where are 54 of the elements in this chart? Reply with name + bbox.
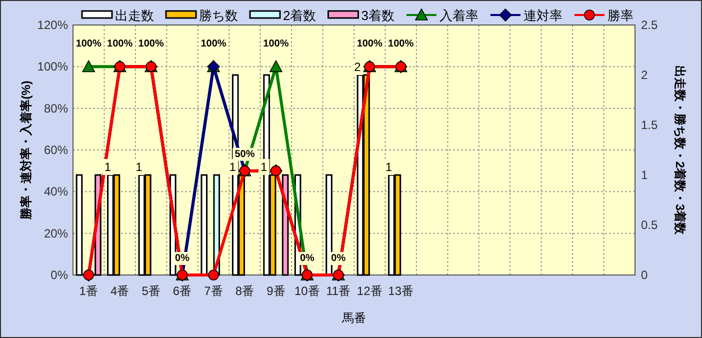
data-label: 1: [260, 160, 268, 174]
x-tick-label: 1番: [79, 284, 98, 298]
y-tick-label: 120%: [37, 18, 68, 32]
y-tick-label: 20%: [44, 226, 68, 240]
data-label: 100%: [76, 38, 102, 50]
x-tick-label: 4番: [110, 284, 130, 298]
x-tick-label: 6番: [172, 284, 192, 298]
y-tick-label: 40%: [44, 184, 68, 199]
y-axis-title: 勝率・連対率・入着率(%): [19, 80, 33, 220]
point: [270, 60, 282, 72]
data-label: 100%: [263, 38, 289, 50]
y2-tick-label: 1: [641, 168, 648, 182]
data-label: 50%: [234, 148, 255, 160]
y2-tick-label: 2: [641, 68, 648, 82]
x-tick-label: 12番: [356, 284, 382, 298]
x-axis-title: 馬番: [341, 311, 366, 325]
x-tick-label: 9番: [266, 284, 286, 298]
y2-tick-label: 1.5: [641, 118, 658, 132]
legend-label: 2着数: [283, 8, 316, 23]
data-label: 100%: [138, 38, 164, 50]
x-tick-label: 5番: [142, 284, 160, 298]
y2-axis-title: 出走数・勝ち数・2着数・3着数: [673, 65, 687, 236]
data-label: 1: [229, 160, 236, 174]
x-tick-label: 7番: [204, 284, 223, 298]
y-tick-label: 100%: [37, 60, 68, 74]
y-tick-label: 60%: [44, 143, 68, 157]
y2-tick-label: 0: [641, 268, 648, 282]
legend-label: 出走数: [115, 8, 154, 23]
data-label: 0%: [300, 253, 314, 264]
point: [208, 270, 219, 280]
x-tick-label: 10番: [294, 284, 320, 298]
data-label: 2: [354, 60, 362, 74]
y-tick-label: 0%: [50, 268, 68, 282]
point: [82, 60, 96, 72]
data-label: 100%: [356, 38, 383, 50]
data-label: 1: [385, 160, 392, 174]
data-label: 100%: [200, 38, 226, 50]
data-label: 0%: [175, 253, 190, 264]
y-tick-label: 80%: [44, 101, 68, 116]
y2-tick-label: 0.5: [641, 218, 658, 232]
y2-tick-label: 2.5: [641, 18, 658, 32]
legend-label: 勝ち数: [199, 8, 238, 23]
legend-label: 3着数: [361, 8, 394, 23]
data-label: 0%: [331, 253, 346, 264]
data-label: 1: [104, 160, 112, 174]
x-tick-label: 8番: [235, 284, 254, 298]
data-label: 100%: [107, 38, 133, 50]
legend-label: 勝率: [607, 8, 634, 23]
legend-label: 入着率: [439, 8, 478, 23]
data-label: 1: [136, 160, 143, 174]
x-tick-label: 11番: [326, 284, 351, 298]
x-tick-label: 13番: [388, 284, 414, 298]
legend-label: 連対率: [523, 8, 562, 23]
data-label: 100%: [388, 38, 414, 50]
